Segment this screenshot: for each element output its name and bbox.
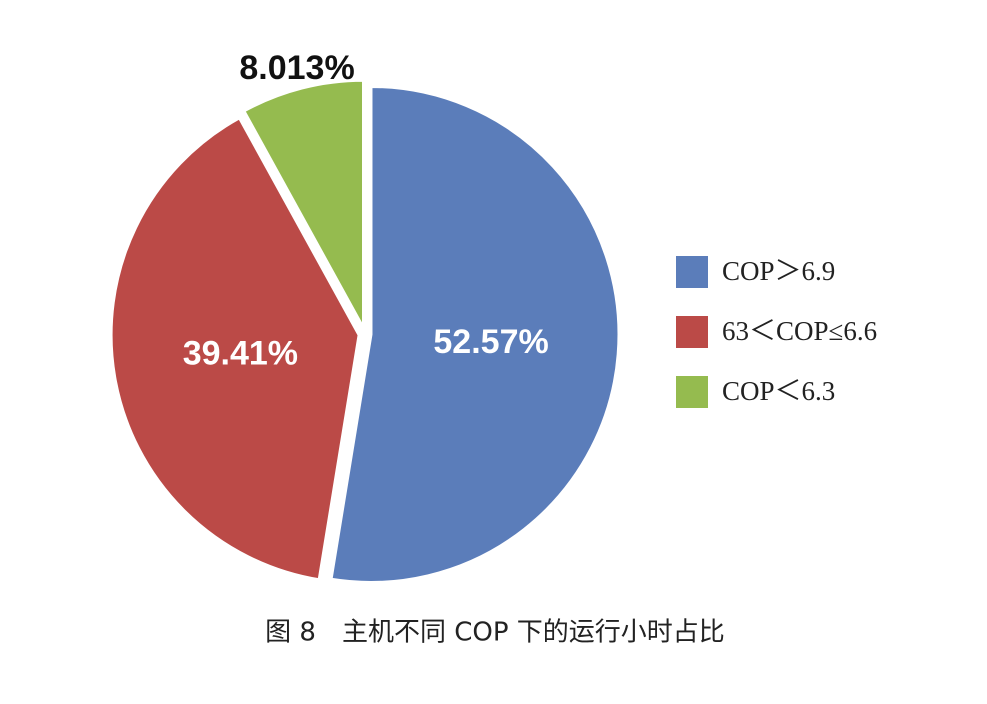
data-label: 8.013% xyxy=(239,49,354,87)
pie-slice xyxy=(241,78,366,329)
pie-slice xyxy=(329,84,621,584)
legend-label: COP＞6.9 xyxy=(722,256,835,286)
legend-label: COP＜6.3 xyxy=(722,376,835,406)
data-label: 39.41% xyxy=(183,334,298,372)
legend-swatch xyxy=(676,316,708,348)
legend-swatch xyxy=(676,256,708,288)
legend-swatch xyxy=(676,376,708,408)
legend-label: 63＜COP≤6.6 xyxy=(722,316,877,346)
caption: 图 8 主机不同 COP 下的运行小时占比 xyxy=(265,618,725,648)
pie-slice xyxy=(109,115,361,582)
data-label: 52.57% xyxy=(433,323,548,361)
